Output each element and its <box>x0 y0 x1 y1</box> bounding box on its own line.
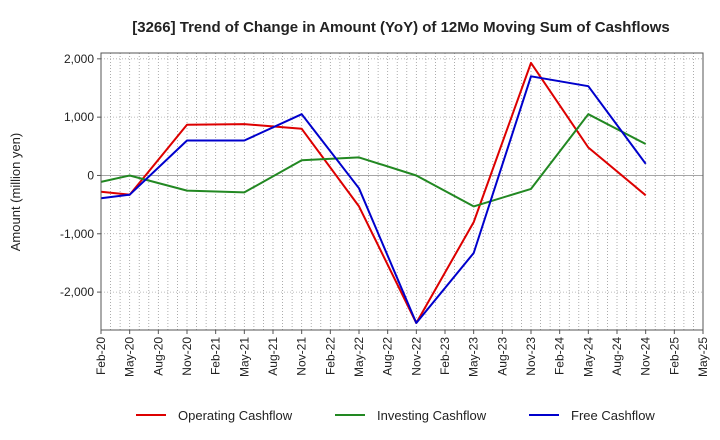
x-tick-label: Aug-22 <box>381 337 395 376</box>
x-tick-label: Feb-25 <box>667 337 681 375</box>
x-axis-ticks: Feb-20 May-20 Aug-20 Nov-20 Feb-21 May-21 Aug-… <box>94 330 710 377</box>
x-tick-label: Aug-20 <box>151 337 165 376</box>
legend-label-operating-cashflow: Operating Cashflow <box>178 408 293 423</box>
y-tick-label: 1,000 <box>64 110 94 124</box>
x-tick-label: May-21 <box>237 337 251 377</box>
x-tick-label: Aug-24 <box>610 337 624 376</box>
x-tick-label: May-25 <box>696 337 710 377</box>
x-tick-label: May-23 <box>467 337 481 377</box>
legend-label-free-cashflow: Free Cashflow <box>571 408 655 423</box>
chart-title: [3266] Trend of Change in Amount (YoY) o… <box>132 19 670 36</box>
series-lines <box>100 61 647 324</box>
x-tick-label: Nov-21 <box>295 337 309 376</box>
x-tick-label: May-20 <box>123 337 137 377</box>
x-tick-label: Feb-23 <box>438 337 452 375</box>
x-tick-label: Nov-24 <box>639 337 653 376</box>
y-tick-label: -2,000 <box>60 285 94 299</box>
series-line-investing-cashflow <box>100 113 647 208</box>
x-tick-label: Feb-24 <box>553 337 567 375</box>
x-tick-label: Feb-20 <box>94 337 108 375</box>
y-tick-label: -1,000 <box>60 227 94 241</box>
series-line-operating-cashflow <box>100 61 647 324</box>
legend: Operating Cashflow Investing Cashflow Free… <box>136 408 655 423</box>
x-tick-label: Feb-21 <box>209 337 223 375</box>
x-tick-label: Aug-21 <box>266 337 280 376</box>
x-tick-label: Aug-23 <box>495 337 509 376</box>
plot-frame <box>100 52 704 331</box>
y-axis-ticks: 2,000 1,000 0 -1,000 -2,000 <box>60 52 101 299</box>
y-axis-label: Amount (million yen) <box>8 133 23 252</box>
x-tick-label: Nov-23 <box>524 337 538 376</box>
x-tick-label: May-24 <box>581 337 595 377</box>
x-tick-label: Nov-22 <box>409 337 423 376</box>
x-tick-label: May-22 <box>352 337 366 377</box>
legend-label-investing-cashflow: Investing Cashflow <box>377 408 487 423</box>
x-tick-label: Feb-22 <box>323 337 337 375</box>
y-tick-label: 0 <box>87 168 94 182</box>
x-tick-label: Nov-20 <box>180 337 194 376</box>
y-tick-label: 2,000 <box>64 52 94 66</box>
